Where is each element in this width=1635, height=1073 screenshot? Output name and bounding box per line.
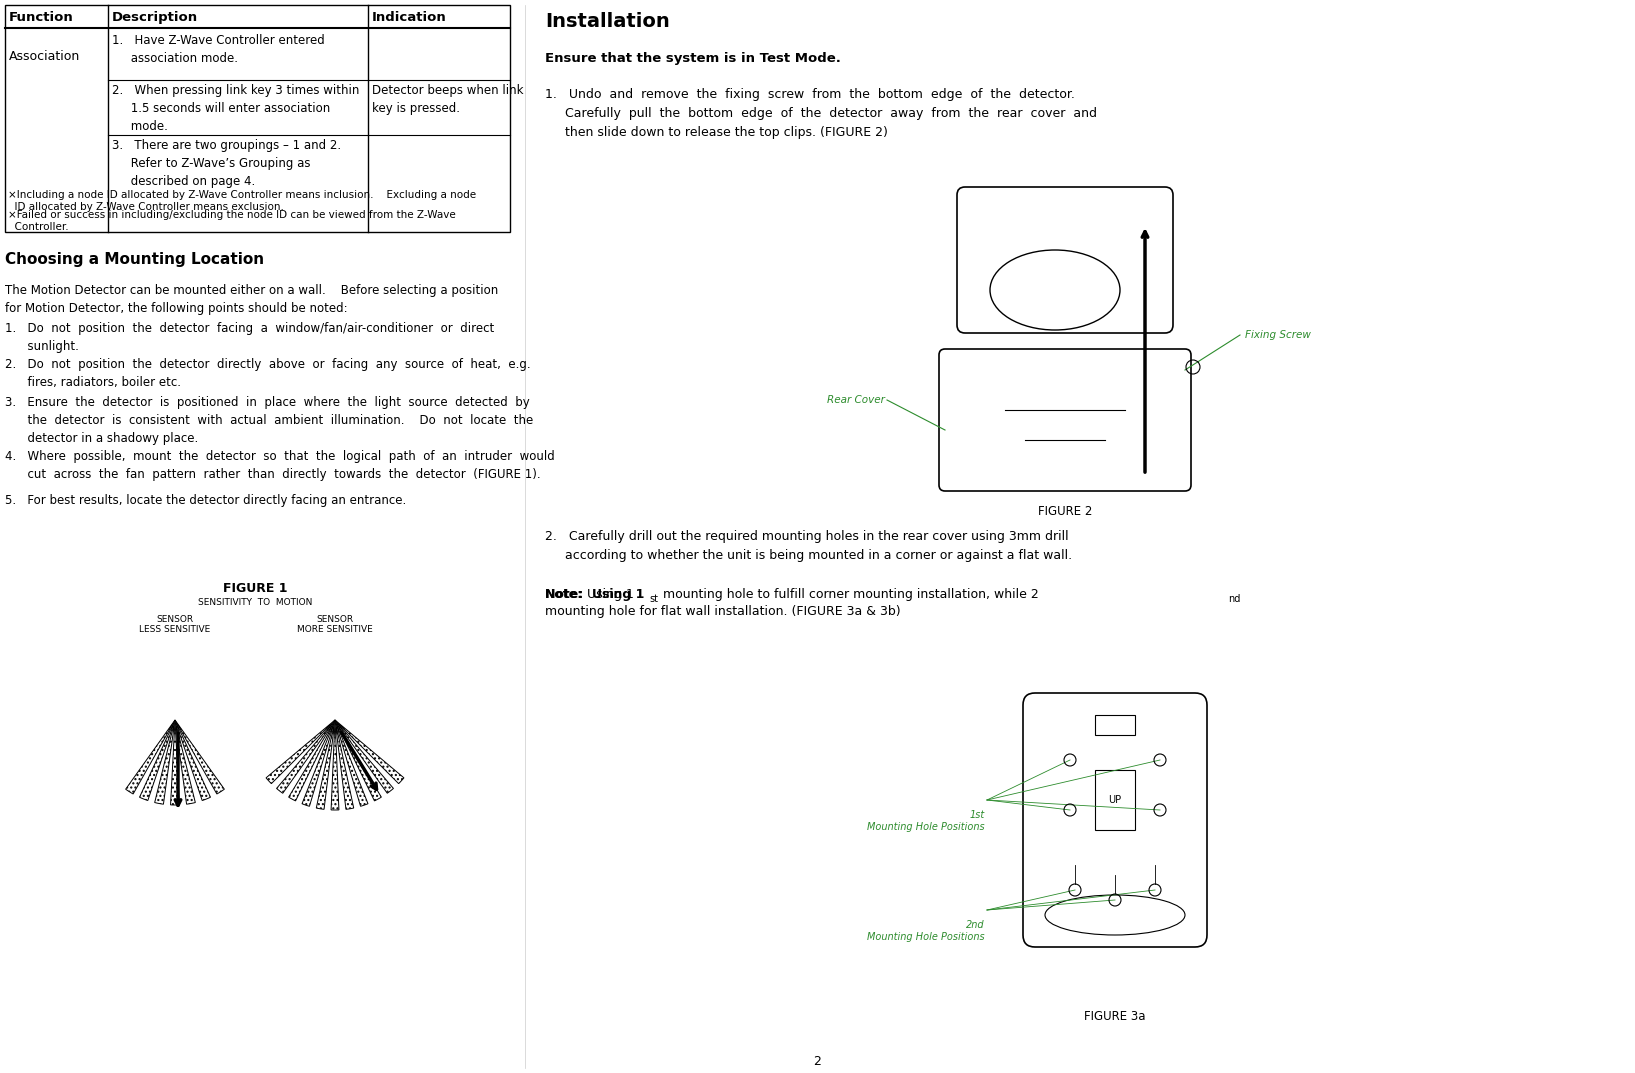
Wedge shape — [330, 720, 338, 810]
Text: 5.   For best results, locate the detector directly facing an entrance.: 5. For best results, locate the detector… — [5, 494, 405, 508]
Text: SENSITIVITY  TO  MOTION: SENSITIVITY TO MOTION — [198, 598, 312, 607]
Text: Indication: Indication — [373, 11, 446, 24]
Wedge shape — [170, 720, 180, 805]
Text: Note:: Note: — [544, 588, 584, 601]
Text: nd: nd — [1228, 594, 1241, 604]
Bar — [5, 5, 510, 232]
Bar — [1095, 715, 1135, 735]
Text: FIGURE 3a: FIGURE 3a — [1084, 1010, 1146, 1023]
Wedge shape — [175, 720, 211, 800]
Text: FIGURE 2: FIGURE 2 — [1038, 505, 1092, 518]
Wedge shape — [267, 720, 335, 783]
Text: The Motion Detector can be mounted either on a wall.    Before selecting a posit: The Motion Detector can be mounted eithe… — [5, 284, 499, 315]
Text: Ensure that the system is in Test Mode.: Ensure that the system is in Test Mode. — [544, 52, 840, 65]
Text: Function: Function — [10, 11, 74, 24]
Text: SENSOR
LESS SENSITIVE: SENSOR LESS SENSITIVE — [139, 615, 211, 634]
Text: 2.   Carefully drill out the required mounting holes in the rear cover using 3mm: 2. Carefully drill out the required moun… — [544, 530, 1073, 562]
Text: Fixing Screw: Fixing Screw — [1244, 330, 1311, 340]
Text: st: st — [649, 594, 657, 604]
Wedge shape — [139, 720, 175, 800]
Text: 1.   Undo  and  remove  the  fixing  screw  from  the  bottom  edge  of  the  de: 1. Undo and remove the fixing screw from… — [544, 88, 1097, 139]
Text: Note:  Using 1: Note: Using 1 — [544, 588, 644, 601]
Text: 2nd
Mounting Hole Positions: 2nd Mounting Hole Positions — [868, 920, 984, 942]
Wedge shape — [155, 720, 175, 804]
Text: ×Including a node ID allocated by Z-Wave Controller means inclusion.    Excludin: ×Including a node ID allocated by Z-Wave… — [8, 190, 476, 212]
Text: FIGURE 1: FIGURE 1 — [222, 582, 288, 596]
Text: Using 1: Using 1 — [587, 588, 634, 601]
Text: 3.   There are two groupings – 1 and 2.
     Refer to Z-Wave’s Grouping as
     : 3. There are two groupings – 1 and 2. Re… — [113, 139, 342, 188]
Wedge shape — [316, 720, 335, 809]
Wedge shape — [335, 720, 381, 800]
Text: 1.   Have Z-Wave Controller entered
     association mode.: 1. Have Z-Wave Controller entered associ… — [113, 34, 325, 65]
Text: 1st
Mounting Hole Positions: 1st Mounting Hole Positions — [868, 810, 984, 832]
Wedge shape — [276, 720, 335, 793]
Wedge shape — [335, 720, 353, 809]
Wedge shape — [335, 720, 404, 783]
Text: Detector beeps when link
key is pressed.: Detector beeps when link key is pressed. — [373, 84, 523, 115]
Text: ×Failed or success in including/excluding the node ID can be viewed from the Z-W: ×Failed or success in including/excludin… — [8, 210, 456, 233]
Text: UP: UP — [1109, 795, 1122, 805]
Wedge shape — [175, 720, 224, 794]
Text: Description: Description — [113, 11, 198, 24]
Text: mounting hole for flat wall installation. (FIGURE 3a & 3b): mounting hole for flat wall installation… — [544, 605, 901, 618]
Text: 1.   Do  not  position  the  detector  facing  a  window/fan/air-conditioner  or: 1. Do not position the detector facing a… — [5, 322, 494, 353]
Text: Association: Association — [10, 50, 80, 63]
Text: SENSOR
MORE SENSITIVE: SENSOR MORE SENSITIVE — [298, 615, 373, 634]
Wedge shape — [335, 720, 394, 793]
Wedge shape — [126, 720, 175, 794]
Wedge shape — [302, 720, 335, 806]
Text: Choosing a Mounting Location: Choosing a Mounting Location — [5, 252, 265, 267]
Text: Rear Cover: Rear Cover — [827, 395, 885, 405]
Wedge shape — [289, 720, 335, 800]
Text: 4.   Where  possible,  mount  the  detector  so  that  the  logical  path  of  a: 4. Where possible, mount the detector so… — [5, 450, 554, 481]
Text: Installation: Installation — [544, 12, 670, 31]
Wedge shape — [335, 720, 368, 806]
Wedge shape — [175, 720, 195, 804]
Text: 3.   Ensure  the  detector  is  positioned  in  place  where  the  light  source: 3. Ensure the detector is positioned in … — [5, 396, 533, 445]
Text: 2.   When pressing link key 3 times within
     1.5 seconds will enter associati: 2. When pressing link key 3 times within… — [113, 84, 360, 133]
Text: mounting hole to fulfill corner mounting installation, while 2: mounting hole to fulfill corner mounting… — [664, 588, 1038, 601]
Text: 2: 2 — [813, 1055, 821, 1068]
Text: 2.   Do  not  position  the  detector  directly  above  or  facing  any  source : 2. Do not position the detector directly… — [5, 358, 531, 389]
Bar — [1095, 770, 1135, 831]
